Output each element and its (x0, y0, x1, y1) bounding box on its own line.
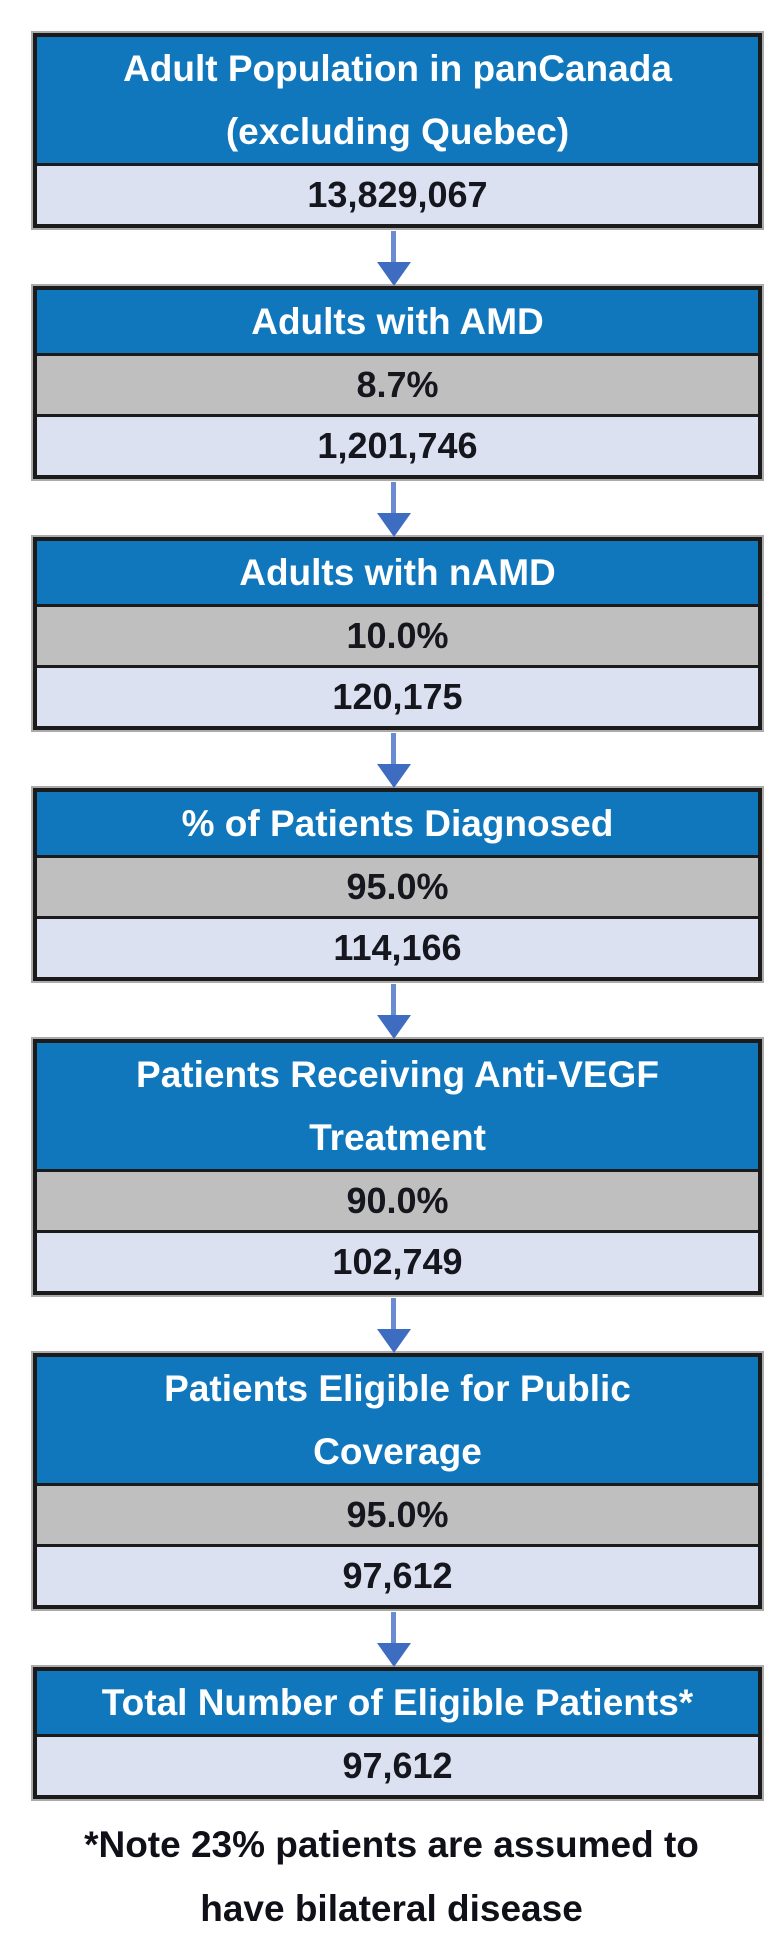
flow-step: Adults with AMD 8.7% 1,201,746 (33, 286, 762, 479)
step-title-line: Patients Eligible for Public (164, 1368, 631, 1409)
step-title-line: % of Patients Diagnosed (181, 803, 614, 844)
flow-step: Adult Population in panCanada (excluding … (33, 33, 762, 228)
step-title-line: (excluding Quebec) (225, 111, 570, 152)
step-title: % of Patients Diagnosed (37, 792, 758, 855)
step-percent: 10.0% (37, 604, 758, 665)
arrow-head (376, 1015, 411, 1039)
arrow-stem (391, 733, 396, 764)
step-value: 102,749 (37, 1230, 758, 1291)
step-title: Adults with nAMD (37, 541, 758, 604)
step-title-line: Adult Population in panCanada (123, 48, 672, 89)
flow-step: Patients Eligible for Public Coverage 95.0… (33, 1353, 762, 1609)
down-arrow-icon (33, 1609, 754, 1667)
flow-step: % of Patients Diagnosed 95.0% 114,166 (33, 788, 762, 981)
step-title-line: Coverage (313, 1431, 482, 1472)
step-value: 97,612 (37, 1544, 758, 1605)
step-title: Total Number of Eligible Patients* (37, 1671, 758, 1734)
step-title-line: Patients Receiving Anti-VEGF (136, 1054, 659, 1095)
arrow-head (376, 764, 411, 788)
step-title: Adult Population in panCanada (excluding … (37, 37, 758, 163)
footnote: *Note 23% patients are assumed to have b… (0, 1813, 783, 1941)
step-title-line: Treatment (309, 1117, 486, 1158)
arrow-stem (391, 482, 396, 513)
step-percent: 90.0% (37, 1169, 758, 1230)
step-title-line: Total Number of Eligible Patients* (101, 1682, 694, 1723)
down-arrow-icon (33, 1295, 754, 1353)
step-title: Adults with AMD (37, 290, 758, 353)
flow-step: Total Number of Eligible Patients* 97,612 (33, 1667, 762, 1799)
step-percent: 95.0% (37, 855, 758, 916)
step-percent: 8.7% (37, 353, 758, 414)
footnote-line: have bilateral disease (200, 1888, 583, 1929)
flow-step: Adults with nAMD 10.0% 120,175 (33, 537, 762, 730)
step-title: Patients Receiving Anti-VEGF Treatment (37, 1043, 758, 1169)
down-arrow-icon (33, 730, 754, 788)
step-value: 120,175 (37, 665, 758, 726)
arrow-stem (391, 984, 396, 1015)
down-arrow-icon (33, 228, 754, 286)
flow-step: Patients Receiving Anti-VEGF Treatment 90.… (33, 1039, 762, 1295)
step-title-line: Adults with nAMD (239, 552, 556, 593)
arrow-head (376, 1329, 411, 1353)
step-value: 1,201,746 (37, 414, 758, 475)
step-title: Patients Eligible for Public Coverage (37, 1357, 758, 1483)
down-arrow-icon (33, 981, 754, 1039)
step-percent: 95.0% (37, 1483, 758, 1544)
arrow-stem (391, 1612, 396, 1643)
footnote-line: *Note 23% patients are assumed to (84, 1824, 699, 1865)
arrow-head (376, 262, 411, 286)
step-value: 114,166 (37, 916, 758, 977)
arrow-head (376, 1643, 411, 1667)
step-title-line: Adults with AMD (251, 301, 544, 342)
down-arrow-icon (33, 479, 754, 537)
arrow-stem (391, 1298, 396, 1329)
arrow-stem (391, 231, 396, 262)
flowchart: Adult Population in panCanada (excluding … (33, 33, 762, 1799)
step-value: 13,829,067 (37, 163, 758, 224)
step-value: 97,612 (37, 1734, 758, 1795)
arrow-head (376, 513, 411, 537)
